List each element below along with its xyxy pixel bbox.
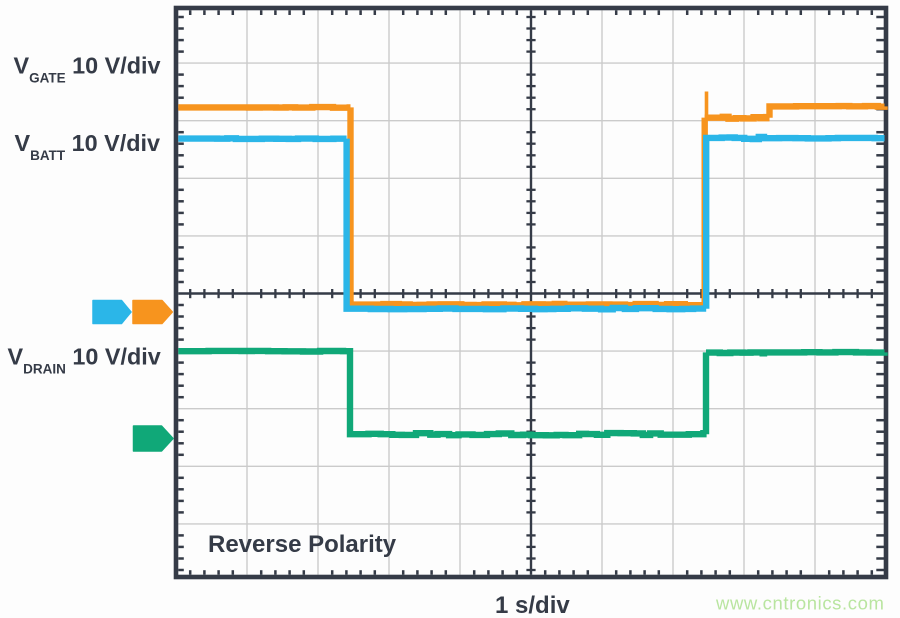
svg-text:www.cntronics.com: www.cntronics.com	[715, 593, 885, 614]
svg-text:Reverse Polarity: Reverse Polarity	[208, 531, 397, 558]
svg-text:1 s/div: 1 s/div	[495, 592, 570, 618]
